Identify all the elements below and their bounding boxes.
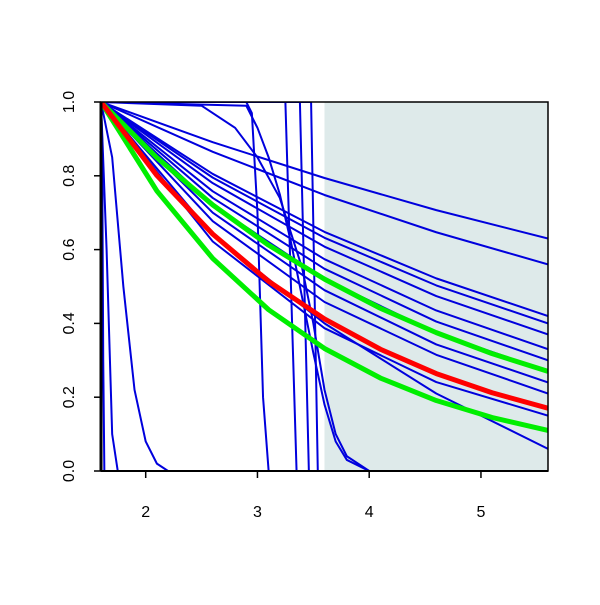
curve — [101, 102, 548, 433]
y-tick-label: 0.6 — [61, 238, 78, 260]
curve — [101, 102, 548, 471]
shaded-region — [324, 102, 548, 471]
y-tick-label: 0.0 — [61, 460, 78, 482]
curve — [101, 102, 548, 471]
curve — [101, 102, 548, 317]
curve — [101, 102, 548, 374]
x-tick-label: 4 — [365, 504, 374, 521]
curve — [101, 102, 548, 471]
curve — [101, 102, 548, 336]
curve — [101, 102, 548, 351]
curve — [101, 102, 548, 266]
x-tick-label: 5 — [476, 504, 485, 521]
curve — [101, 102, 548, 362]
curve — [101, 102, 548, 471]
curve — [101, 102, 548, 471]
y-tick-label: 0.4 — [61, 312, 78, 334]
x-tick-label: 3 — [253, 504, 262, 521]
curve — [101, 102, 548, 325]
curve — [101, 102, 548, 240]
y-tick-label: 0.2 — [61, 386, 78, 408]
curve — [101, 102, 548, 411]
curve — [101, 102, 548, 471]
curve — [101, 102, 548, 395]
y-tick-label: 1.0 — [61, 91, 78, 113]
curve — [101, 102, 548, 471]
x-tick-label: 2 — [141, 504, 150, 521]
curve — [101, 102, 548, 471]
y-tick-label: 0.8 — [61, 165, 78, 187]
